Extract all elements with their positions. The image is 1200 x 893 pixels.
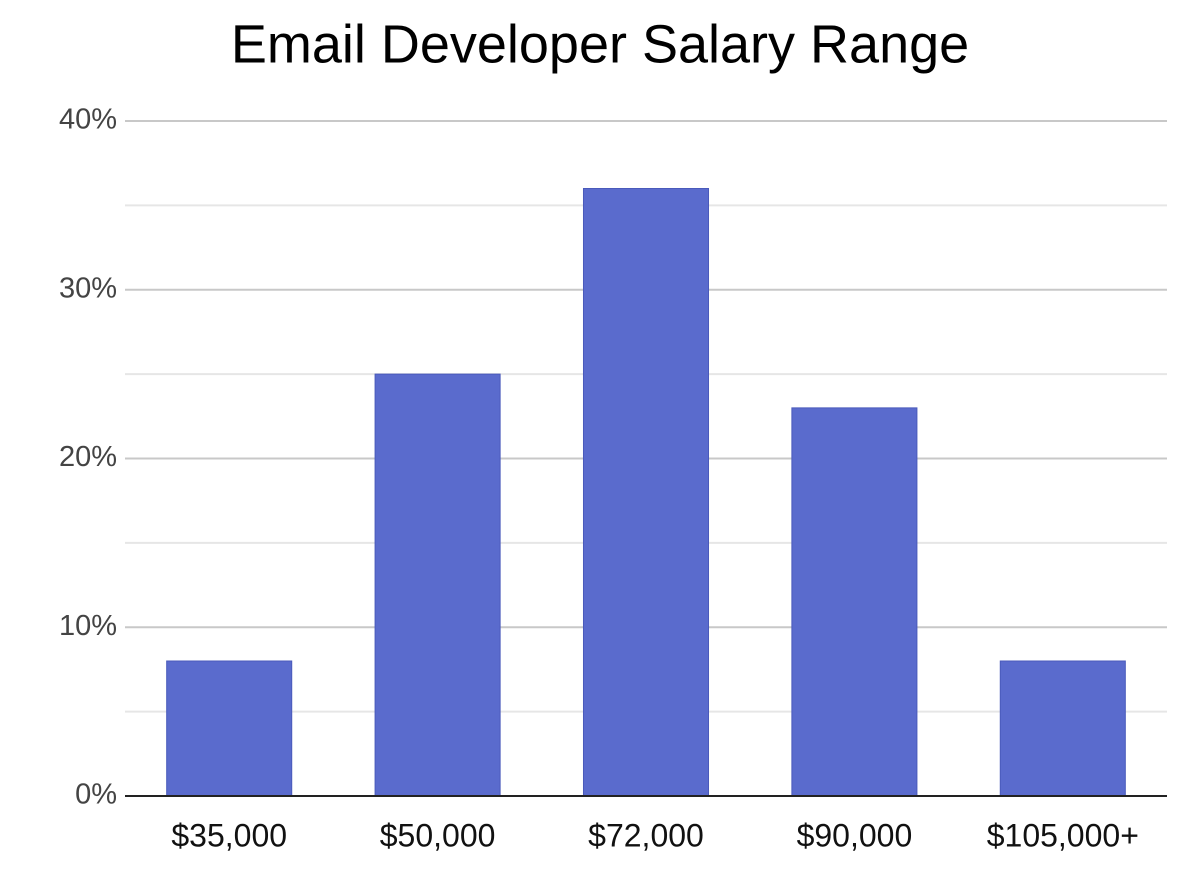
bar [999,660,1126,797]
bar [166,660,293,797]
x-tick-label: $72,000 [588,817,704,853]
chart-title: Email Developer Salary Range [231,14,969,74]
y-tick-label: 40% [59,104,117,136]
y-tick-label: 30% [59,272,117,304]
x-tick-label: $105,000+ [987,817,1139,853]
bar [791,407,918,797]
x-tick-label: $90,000 [797,817,913,853]
bar [582,188,710,797]
y-tick-label: 20% [59,441,117,473]
y-tick-label: 0% [75,779,117,811]
bar [374,373,501,797]
y-tick-label: 10% [59,610,117,642]
x-tick-label: $35,000 [171,817,287,853]
x-tick-label: $50,000 [380,817,496,853]
